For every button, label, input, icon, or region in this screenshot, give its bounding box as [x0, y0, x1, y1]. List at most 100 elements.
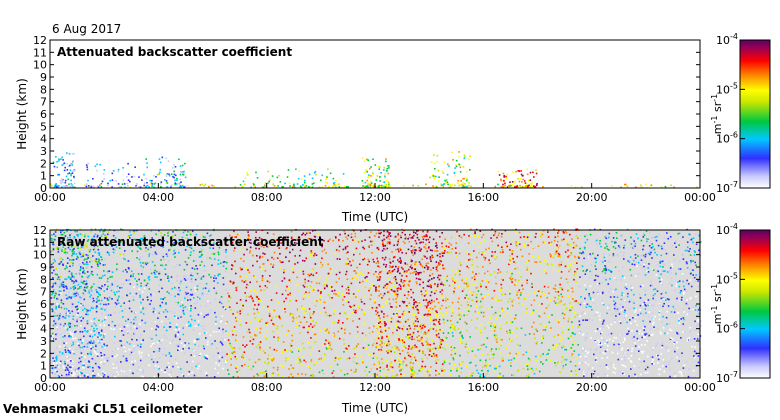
- heatmap-cell: [511, 181, 514, 183]
- heatmap-cell: [405, 275, 408, 277]
- heatmap-cell: [228, 373, 230, 375]
- heatmap-cell: [267, 358, 269, 360]
- heatmap-cell: [220, 296, 223, 298]
- heatmap-cell: [83, 244, 85, 247]
- heatmap-cell: [315, 322, 317, 324]
- heatmap-cell: [230, 309, 232, 311]
- heatmap-cell: [513, 359, 515, 361]
- heatmap-cell: [219, 301, 221, 304]
- heatmap-cell: [411, 346, 414, 349]
- heatmap-cell: [59, 257, 61, 260]
- heatmap-cell: [217, 251, 220, 254]
- heatmap-cell: [65, 315, 68, 318]
- heatmap-cell: [207, 340, 209, 343]
- heatmap-cell: [82, 304, 84, 307]
- heatmap-cell: [159, 305, 162, 308]
- heatmap-cell: [413, 231, 415, 234]
- heatmap-cell: [425, 299, 428, 301]
- heatmap-cell: [386, 366, 388, 368]
- heatmap-cell: [107, 314, 110, 316]
- heatmap-cell: [493, 324, 496, 326]
- heatmap-cell: [419, 325, 422, 328]
- heatmap-cell: [116, 263, 118, 265]
- heatmap-cell: [60, 360, 62, 363]
- heatmap-cell: [540, 295, 542, 298]
- heatmap-cell: [324, 181, 327, 183]
- heatmap-cell: [535, 342, 538, 345]
- heatmap-cell: [107, 233, 109, 236]
- heatmap-cell: [383, 292, 386, 295]
- heatmap-cell: [60, 306, 63, 309]
- heatmap-cell: [343, 230, 346, 232]
- heatmap-cell: [182, 326, 184, 328]
- heatmap-cell: [445, 181, 447, 184]
- heatmap-cell: [426, 235, 428, 237]
- heatmap-cell: [430, 161, 433, 163]
- heatmap-cell: [422, 346, 425, 348]
- heatmap-cell: [302, 356, 304, 358]
- heatmap-cell: [518, 243, 521, 245]
- heatmap-cell: [201, 245, 204, 247]
- heatmap-cell: [201, 249, 203, 251]
- heatmap-cell: [434, 347, 437, 350]
- heatmap-cell: [567, 256, 569, 258]
- heatmap-cell: [58, 304, 60, 307]
- heatmap-cell: [301, 234, 303, 236]
- heatmap-cell: [354, 353, 356, 355]
- heatmap-cell: [69, 315, 72, 317]
- heatmap-cell: [384, 256, 387, 259]
- heatmap-cell: [151, 253, 154, 256]
- heatmap-cell: [387, 368, 390, 371]
- heatmap-cell: [130, 321, 132, 324]
- heatmap-cell: [190, 278, 193, 280]
- heatmap-cell: [250, 368, 253, 370]
- heatmap-cell: [118, 290, 120, 293]
- heatmap-cell: [324, 331, 327, 334]
- heatmap-cell: [71, 172, 74, 174]
- heatmap-cell: [438, 262, 440, 264]
- heatmap-cell: [285, 297, 287, 300]
- heatmap-cell: [500, 278, 503, 280]
- heatmap-cell: [97, 185, 99, 187]
- heatmap-cell: [56, 314, 59, 317]
- heatmap-cell: [440, 260, 442, 263]
- heatmap-cell: [78, 282, 81, 284]
- heatmap-cell: [401, 251, 403, 254]
- heatmap-cell: [355, 346, 358, 348]
- heatmap-cell: [298, 315, 301, 318]
- heatmap-cell: [87, 162, 90, 165]
- heatmap-cell: [164, 268, 166, 270]
- heatmap-cell: [434, 324, 437, 326]
- heatmap-cell: [117, 168, 120, 171]
- heatmap-cell: [484, 258, 486, 261]
- heatmap-cell: [516, 267, 519, 269]
- heatmap-cell: [577, 256, 580, 258]
- heatmap-cell: [313, 254, 315, 257]
- heatmap-cell: [534, 236, 537, 238]
- heatmap-cell: [179, 305, 182, 308]
- heatmap-cell: [390, 363, 393, 366]
- heatmap-cell: [119, 239, 122, 242]
- heatmap-cell: [410, 367, 413, 369]
- heatmap-cell: [381, 337, 383, 340]
- heatmap-cell: [259, 300, 262, 302]
- heatmap-cell: [63, 231, 66, 234]
- heatmap-cell: [435, 329, 438, 332]
- heatmap-cell: [78, 238, 81, 241]
- heatmap-cell: [82, 254, 84, 256]
- heatmap-cell: [318, 350, 321, 352]
- heatmap-cell: [263, 289, 265, 291]
- heatmap-cell: [112, 248, 115, 250]
- heatmap-cell: [151, 239, 154, 241]
- heatmap-cell: [86, 240, 89, 242]
- heatmap-cell: [91, 270, 93, 273]
- heatmap-cell: [235, 287, 238, 289]
- heatmap-cell: [80, 287, 83, 289]
- heatmap-cell: [212, 355, 215, 357]
- heatmap-cell: [529, 358, 531, 361]
- heatmap-cell: [404, 321, 407, 323]
- heatmap-cell: [71, 243, 74, 246]
- heatmap-cell: [71, 164, 74, 166]
- heatmap-cell: [80, 285, 82, 288]
- heatmap-cell: [382, 241, 384, 244]
